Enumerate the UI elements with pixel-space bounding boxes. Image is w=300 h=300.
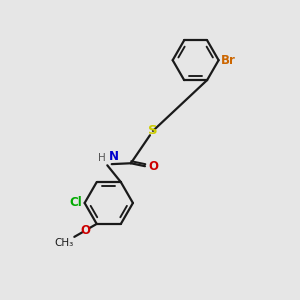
Text: H: H bbox=[98, 153, 106, 163]
Text: Cl: Cl bbox=[69, 196, 82, 209]
Text: CH₃: CH₃ bbox=[54, 238, 73, 248]
Text: Br: Br bbox=[221, 54, 236, 67]
Text: N: N bbox=[109, 150, 119, 163]
Text: O: O bbox=[148, 160, 158, 173]
Text: S: S bbox=[148, 124, 158, 137]
Text: O: O bbox=[80, 224, 91, 237]
